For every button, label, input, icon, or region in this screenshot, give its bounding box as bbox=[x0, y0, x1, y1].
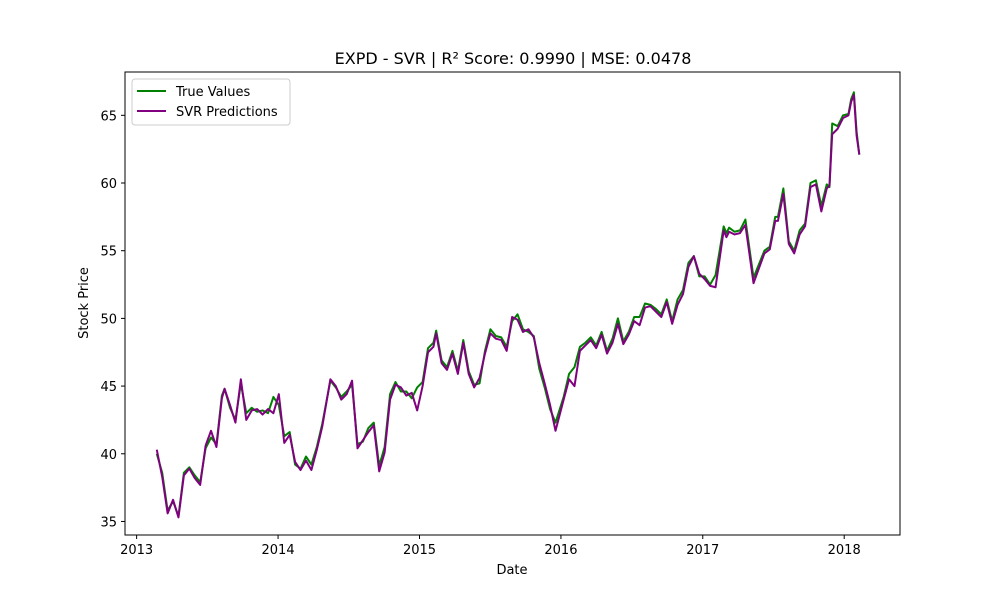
legend-entry-label: True Values bbox=[175, 85, 250, 100]
plot-frame bbox=[124, 71, 901, 536]
x-tick-label: 2018 bbox=[828, 543, 861, 558]
plot-background bbox=[125, 72, 900, 535]
y-axis-label: Stock Price bbox=[77, 267, 92, 339]
x-tick-label: 2017 bbox=[686, 543, 719, 558]
y-tick-label: 45 bbox=[100, 380, 117, 395]
y-tick-label: 60 bbox=[100, 177, 117, 192]
series-layer bbox=[155, 91, 861, 519]
y-axis: 35 40 45 50 55 60 65 bbox=[100, 109, 125, 530]
x-tick-label: 2013 bbox=[120, 543, 153, 558]
legend: True Values SVR Predictions bbox=[131, 78, 291, 126]
legend-entry-label: SVR Predictions bbox=[176, 105, 278, 120]
x-axis: 2013 2014 2015 2016 2017 2018 bbox=[120, 535, 861, 558]
x-tick-label: 2015 bbox=[403, 543, 436, 558]
y-tick-label: 65 bbox=[100, 109, 117, 124]
plot-area bbox=[124, 71, 901, 536]
y-tick-label: 55 bbox=[100, 245, 117, 260]
y-tick-label: 50 bbox=[100, 312, 117, 327]
chart-title: EXPD - SVR | R² Score: 0.9990 | MSE: 0.0… bbox=[335, 49, 692, 68]
x-tick-label: 2016 bbox=[544, 543, 577, 558]
legend-box bbox=[131, 78, 291, 126]
series-line-svr-predictions bbox=[155, 94, 861, 519]
y-tick-label: 40 bbox=[100, 448, 117, 463]
x-axis-label: Date bbox=[496, 563, 527, 578]
y-tick-label: 35 bbox=[100, 515, 117, 530]
x-tick-label: 2014 bbox=[262, 543, 295, 558]
